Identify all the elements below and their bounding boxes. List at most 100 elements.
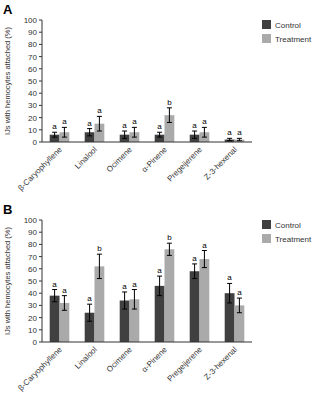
x-tick-label: Linalool (73, 345, 99, 371)
y-tick (39, 117, 42, 118)
significance-letter: a (87, 294, 92, 303)
significance-letter: a (122, 121, 127, 130)
significance-letter: b (97, 244, 102, 253)
error-cap (167, 107, 172, 108)
significance-letter: a (202, 117, 207, 126)
y-tick-label: 90 (28, 228, 37, 237)
plot-area (50, 243, 245, 342)
y-tick-label: 100 (24, 216, 38, 225)
error-line (159, 132, 160, 137)
error-cap (132, 309, 137, 310)
y-tick (39, 81, 42, 82)
error-cap (237, 138, 242, 139)
significance-letter: b (167, 233, 172, 242)
error-cap (157, 295, 162, 296)
error-cap (227, 283, 232, 284)
significance-letter: a (237, 288, 242, 297)
error-bar (192, 264, 197, 279)
y-tick-label: 70 (28, 253, 37, 262)
y-tick-label: 10 (28, 326, 37, 335)
error-line (64, 127, 65, 137)
error-cap (122, 291, 127, 292)
error-bar (122, 131, 127, 138)
y-tick (39, 305, 42, 306)
x-tick-label: β-Caryophyllene (16, 345, 64, 393)
bar (200, 259, 210, 342)
error-cap (62, 137, 67, 138)
error-cap (237, 140, 242, 141)
error-cap (237, 312, 242, 313)
significance-letter: a (192, 121, 197, 130)
error-cap (227, 140, 232, 141)
error-cap (202, 267, 207, 268)
error-cap (97, 254, 102, 255)
error-bar (97, 254, 102, 278)
y-tick (39, 220, 42, 221)
error-cap (62, 295, 67, 296)
y-tick (39, 268, 42, 269)
y-tick (39, 32, 42, 33)
y-tick-label: 0 (33, 338, 38, 347)
y-tick (39, 281, 42, 282)
y-tick (39, 293, 42, 294)
panel: aaaaaaababaa0102030405060708090100β-Cary… (3, 202, 312, 393)
error-cap (97, 131, 102, 132)
legend-swatch (262, 220, 271, 229)
y-tick (39, 129, 42, 130)
error-cap (52, 301, 57, 302)
significance-letter: a (132, 280, 137, 289)
error-line (204, 251, 205, 268)
error-bar (87, 129, 92, 136)
error-cap (132, 289, 137, 290)
error-line (124, 292, 125, 309)
error-bar (157, 276, 162, 296)
error-line (229, 283, 230, 303)
error-bar (132, 290, 137, 310)
y-tick-label: 50 (28, 277, 37, 286)
significance-letter: b (167, 98, 172, 107)
legend-swatch (262, 34, 271, 43)
y-tick-label: 0 (33, 138, 38, 147)
y-tick-label: 80 (28, 40, 37, 49)
significance-letter: a (52, 280, 57, 289)
error-line (194, 264, 195, 279)
error-line (169, 243, 170, 255)
y-tick (39, 105, 42, 106)
annotations: aaaaaaaaabaa (52, 98, 242, 138)
error-line (124, 131, 125, 138)
significance-letter: a (237, 128, 242, 137)
error-cap (192, 263, 197, 264)
error-cap (227, 302, 232, 303)
legend-label: Treatment (275, 35, 312, 44)
x-tick-label: Z-3-hexenal (202, 345, 239, 382)
error-cap (87, 135, 92, 136)
legend-swatch (262, 234, 271, 243)
x-tick-label: α-Pinene (140, 145, 170, 175)
error-cap (167, 243, 172, 244)
error-bar (167, 108, 172, 123)
y-axis-label: IJs with hemocytes attached (%) (3, 227, 12, 335)
x-tick-label: Ocimene (105, 345, 134, 374)
error-bar (202, 127, 207, 137)
x-tick-label: Pregeijerene (165, 145, 204, 184)
x-tick-label: Z-3-hexenal (202, 145, 239, 182)
y-tick-label: 20 (28, 314, 37, 323)
y-tick (39, 256, 42, 257)
panel: aaaaaaaaabaa0102030405060708090100β-Cary… (3, 2, 312, 193)
error-bar (192, 131, 197, 138)
error-cap (132, 127, 137, 128)
y-tick-label: 30 (28, 101, 37, 110)
y-tick (39, 93, 42, 94)
error-line (99, 116, 100, 131)
error-cap (62, 310, 67, 311)
error-cap (97, 278, 102, 279)
error-bar (227, 283, 232, 303)
significance-letter: a (227, 128, 232, 137)
y-tick (39, 244, 42, 245)
error-bar (52, 290, 57, 302)
panel-label: B (3, 202, 12, 217)
error-cap (122, 309, 127, 310)
y-tick (39, 232, 42, 233)
x-tick-label: β-Caryophyllene (16, 145, 64, 193)
y-tick-label: 30 (28, 301, 37, 310)
